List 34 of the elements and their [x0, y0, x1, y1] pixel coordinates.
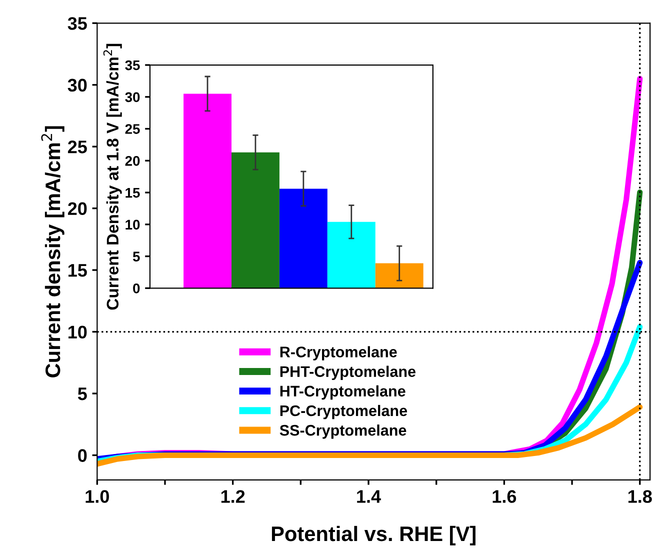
- y-tick-label: 35: [125, 60, 140, 70]
- x-tick-label: 1.0: [86, 490, 109, 503]
- y-tick-label: 25: [125, 124, 140, 134]
- y-tick-label: 30: [68, 78, 87, 92]
- legend-label: HT-Cryptomelane: [280, 385, 406, 400]
- y-tick-label: 10: [126, 220, 140, 230]
- y-tick-label: 5: [78, 388, 87, 400]
- bar: [327, 222, 376, 288]
- y-tick-label: 25: [68, 140, 87, 154]
- y-tick-label: 35: [68, 17, 87, 30]
- y-axis-title: Current Density at 1.8 V [mA/cm$^{2}$]: [103, 44, 122, 310]
- x-tick-label: 1.2: [221, 490, 245, 503]
- x-axis-title: Potential vs. RHE [V]: [272, 526, 476, 546]
- legend-label: SS-Cryptomelane: [280, 424, 406, 439]
- y-tick-label: 15: [68, 264, 87, 277]
- x-tick-label: 1.6: [492, 490, 516, 503]
- bar: [279, 188, 328, 288]
- x-tick-label: 1.4: [357, 490, 381, 503]
- y-tick-label: 5: [132, 252, 140, 262]
- bar: [231, 152, 280, 288]
- y-tick-label: 20: [125, 156, 140, 166]
- legend-label: PHT-Cryptomelane: [280, 366, 416, 380]
- y-axis-title: Current density [mA/cm$^{2}$]: [41, 126, 64, 378]
- y-tick-label: 0: [78, 449, 87, 462]
- x-tick-label: 1.8: [628, 490, 652, 503]
- y-tick-label: 30: [125, 92, 140, 102]
- y-tick-label: 15: [126, 188, 140, 198]
- legend-label: PC-Cryptomelane: [280, 404, 408, 420]
- bar: [375, 263, 424, 288]
- bar: [184, 94, 232, 288]
- y-tick-label: 20: [68, 202, 87, 216]
- legend-label: R-Cryptomelane: [280, 346, 397, 360]
- y-tick-label: 10: [68, 326, 87, 338]
- y-tick-label: 0: [133, 284, 140, 294]
